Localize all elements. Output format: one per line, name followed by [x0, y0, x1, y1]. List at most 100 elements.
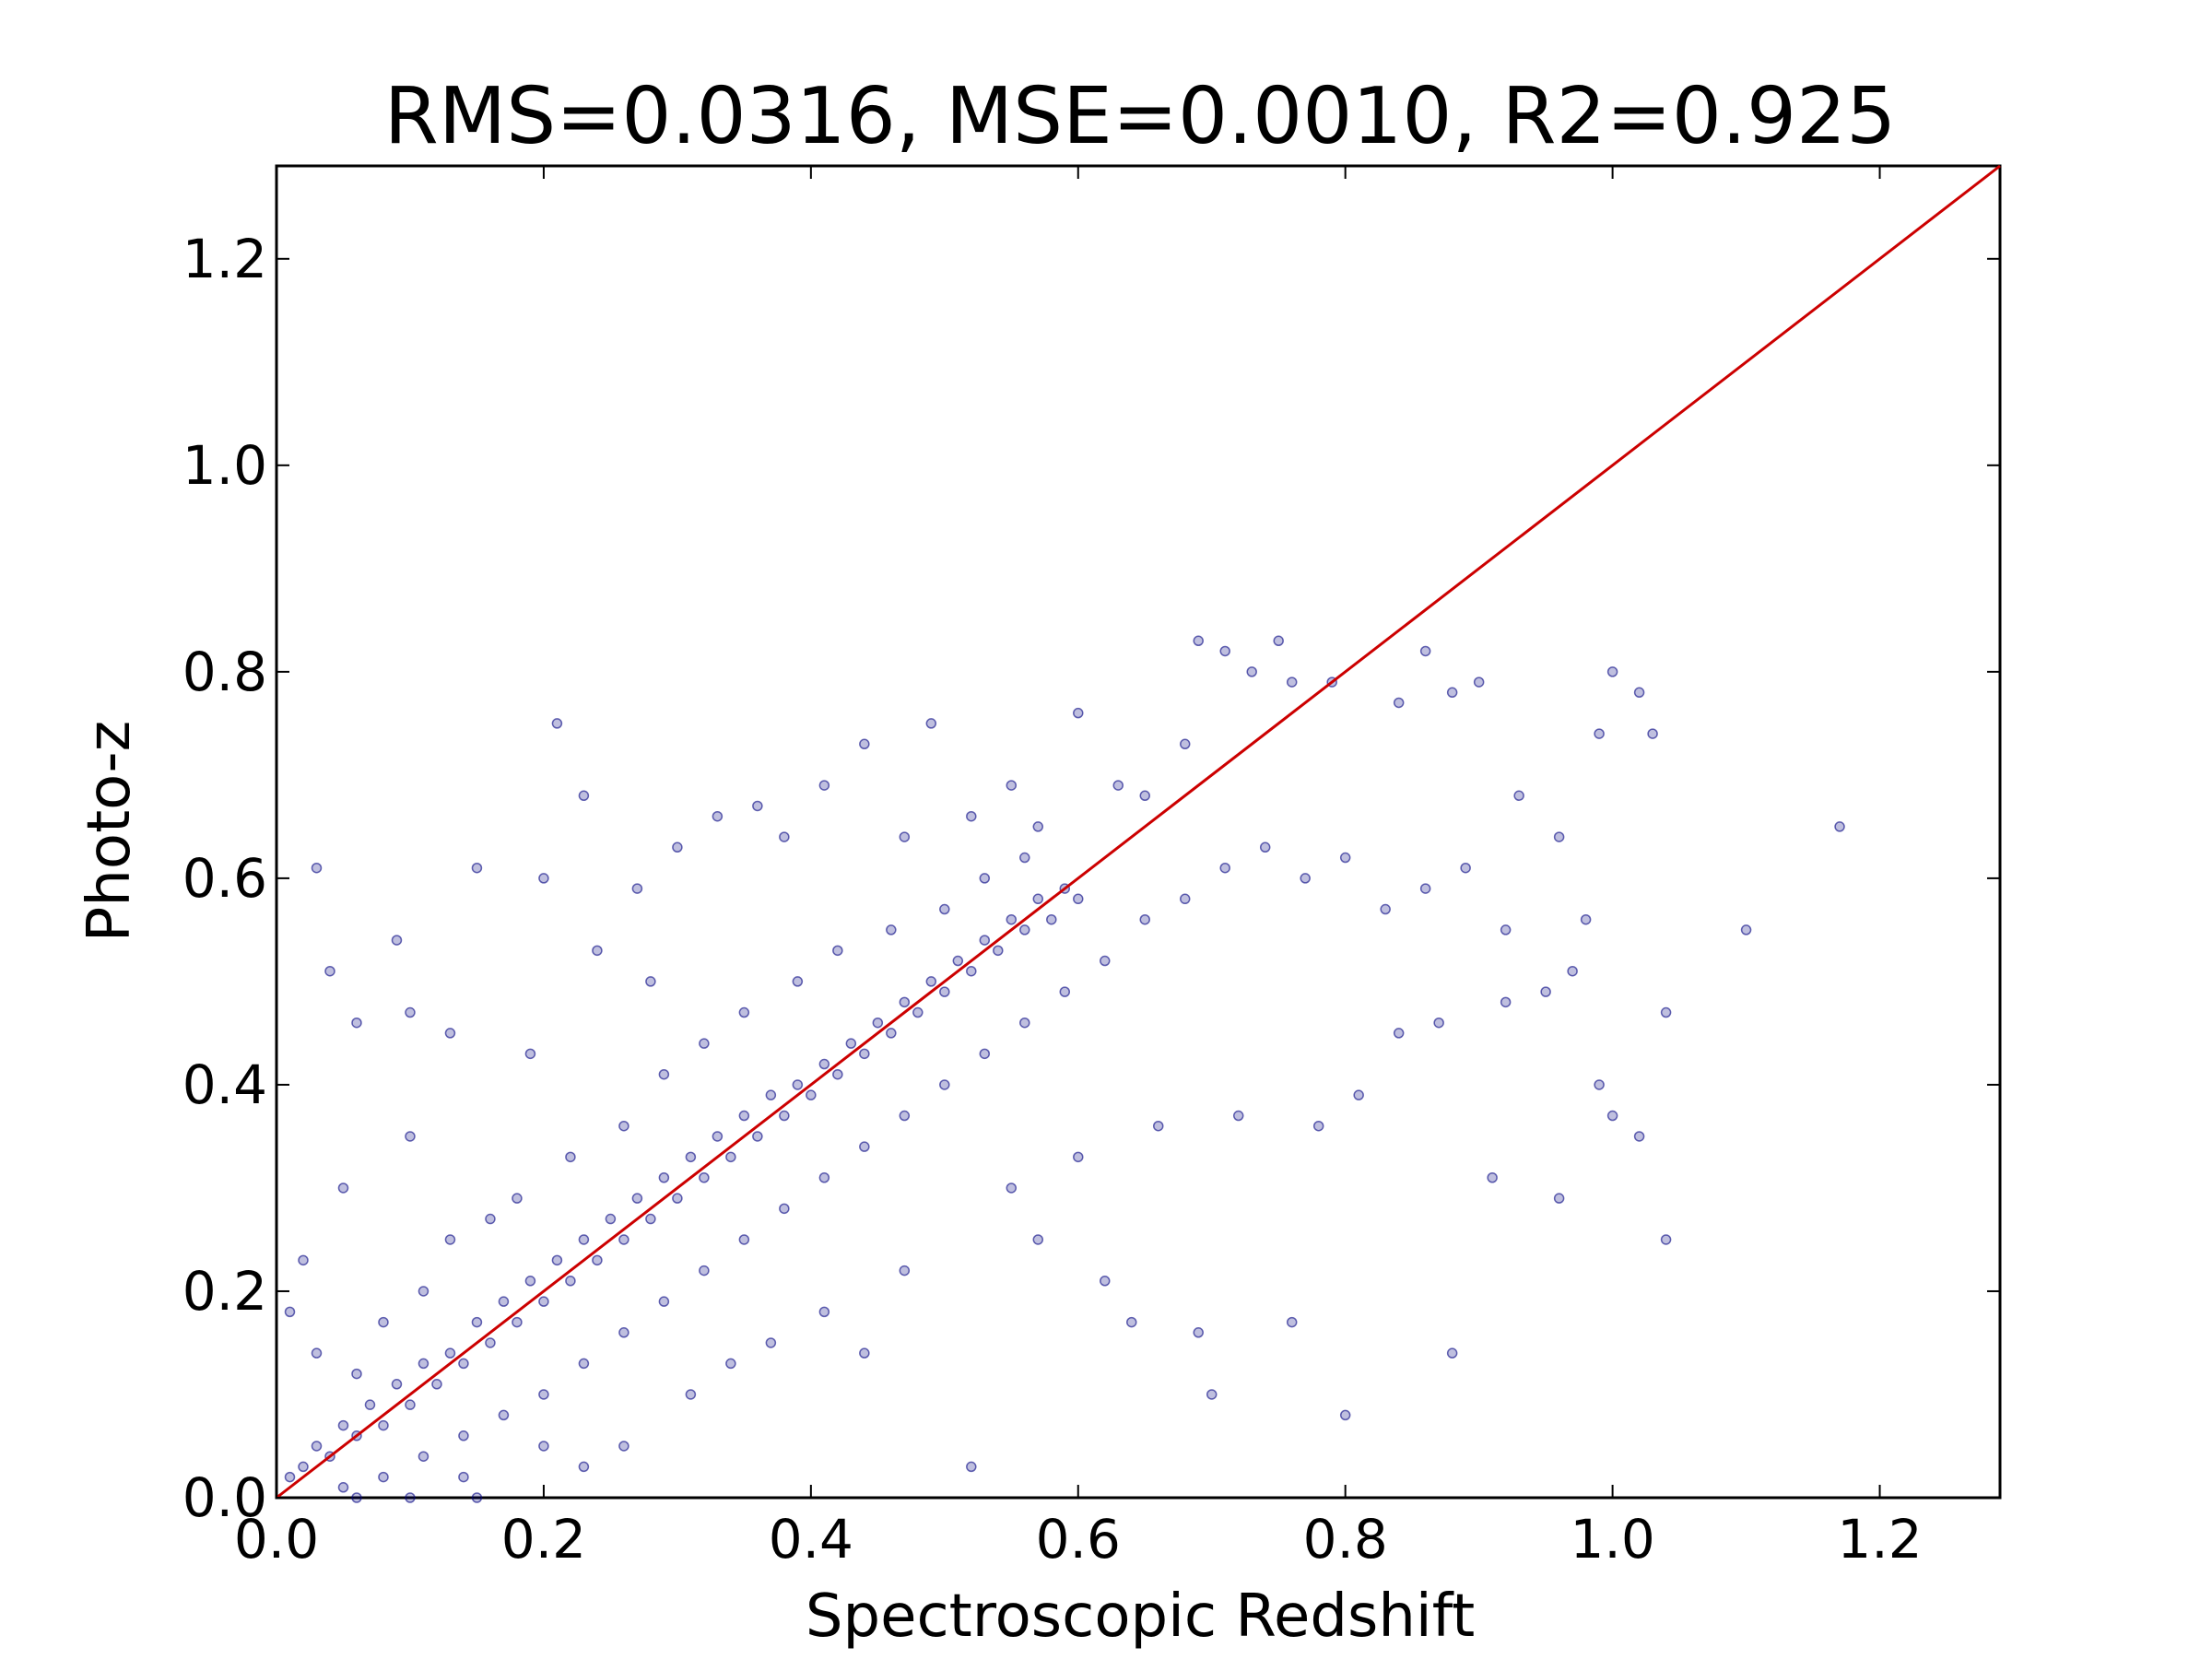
data-point: [405, 1006, 416, 1018]
data-point: [1380, 903, 1391, 915]
data-point: [1073, 707, 1084, 719]
data-point: [859, 1048, 870, 1060]
y-tick-label: 1.2: [182, 228, 267, 290]
data-point: [592, 945, 603, 957]
data-point: [832, 945, 843, 957]
data-point: [1112, 780, 1124, 791]
data-point: [605, 1213, 617, 1225]
data-point: [1193, 1327, 1204, 1338]
data-point: [1139, 913, 1150, 925]
data-point: [658, 1068, 670, 1080]
data-point: [618, 1234, 629, 1245]
data-point: [1246, 666, 1257, 677]
data-point: [1006, 780, 1018, 791]
data-point: [1647, 728, 1658, 739]
data-point: [1487, 1172, 1498, 1183]
data-point: [351, 1017, 362, 1029]
x-tick-label: 0.6: [1036, 1508, 1121, 1571]
data-point: [1433, 1017, 1444, 1029]
data-point: [1019, 852, 1030, 864]
y-tick-label: 0.0: [182, 1466, 267, 1529]
data-point: [418, 1451, 429, 1462]
data-point: [1339, 1409, 1351, 1421]
data-point: [418, 1358, 429, 1370]
data-point: [1259, 841, 1271, 853]
data-point: [1446, 687, 1458, 699]
y-tick-label: 0.2: [182, 1260, 267, 1323]
y-tick-label: 0.8: [182, 641, 267, 703]
data-point: [311, 1347, 323, 1359]
data-point: [1193, 635, 1204, 647]
data-point: [578, 790, 590, 802]
data-point: [284, 1471, 296, 1483]
data-point: [899, 1110, 911, 1122]
data-point: [738, 1006, 750, 1018]
data-point: [364, 1399, 376, 1410]
data-point: [658, 1172, 670, 1183]
data-point: [818, 1306, 830, 1318]
data-point: [752, 800, 763, 812]
data-point: [351, 1368, 362, 1380]
data-point: [672, 1193, 683, 1204]
data-point: [685, 1389, 697, 1400]
data-point: [1219, 645, 1230, 657]
data-point: [886, 924, 897, 935]
data-point: [845, 1038, 857, 1049]
data-point: [859, 1141, 870, 1152]
data-point: [1232, 1110, 1244, 1122]
data-point: [1179, 893, 1191, 905]
x-tick-label: 1.0: [1570, 1508, 1654, 1571]
data-point: [1633, 1131, 1645, 1142]
data-point: [337, 1482, 349, 1493]
data-point: [952, 955, 964, 967]
data-point: [806, 1089, 817, 1100]
data-point: [1273, 635, 1284, 647]
data-point: [485, 1337, 496, 1348]
x-tick-label: 0.2: [501, 1508, 586, 1571]
data-point: [1019, 1017, 1030, 1029]
data-point: [939, 1079, 950, 1090]
y-tick-label: 0.4: [182, 1053, 267, 1116]
data-point: [779, 831, 790, 842]
data-point: [792, 976, 804, 987]
data-point: [405, 1399, 416, 1410]
data-point: [1460, 862, 1471, 874]
data-point: [685, 1151, 697, 1163]
data-point: [979, 935, 991, 946]
data-point: [458, 1430, 469, 1441]
data-point: [1073, 893, 1084, 905]
data-point: [351, 1492, 362, 1503]
data-point: [1419, 645, 1431, 657]
data-point: [284, 1306, 296, 1318]
data-point: [631, 883, 643, 894]
data-point: [405, 1131, 416, 1142]
data-point: [725, 1358, 736, 1370]
data-point: [592, 1254, 603, 1266]
data-point: [578, 1358, 590, 1370]
data-point: [1393, 697, 1405, 709]
chart-title: RMS=0.0316, MSE=0.0010, R2=0.925: [384, 71, 1896, 162]
data-point: [712, 810, 724, 822]
data-point: [925, 718, 937, 729]
data-point: [1206, 1389, 1218, 1400]
data-point: [832, 1068, 843, 1080]
data-point: [538, 873, 549, 884]
data-point: [1339, 852, 1351, 864]
data-point: [298, 1461, 309, 1473]
y-tick-label: 1.0: [182, 434, 267, 497]
data-point: [418, 1286, 429, 1297]
data-point: [618, 1441, 629, 1452]
data-point: [1032, 1234, 1044, 1245]
data-point: [645, 976, 656, 987]
data-point: [1006, 913, 1018, 925]
data-point: [859, 1347, 870, 1359]
y-tick-label: 0.6: [182, 847, 267, 910]
data-point: [565, 1151, 576, 1163]
data-point: [444, 1028, 456, 1039]
data-point: [618, 1120, 629, 1132]
data-point: [391, 935, 403, 946]
data-point: [1100, 1276, 1111, 1287]
data-point: [1286, 677, 1298, 688]
data-point: [925, 976, 937, 987]
axis-ticks: 0.0 0.2 0.4 0.6 0.8 1.0 1.2 0.0 0.2 0.4 0.6 0.8 1.0 1…: [182, 166, 2000, 1571]
